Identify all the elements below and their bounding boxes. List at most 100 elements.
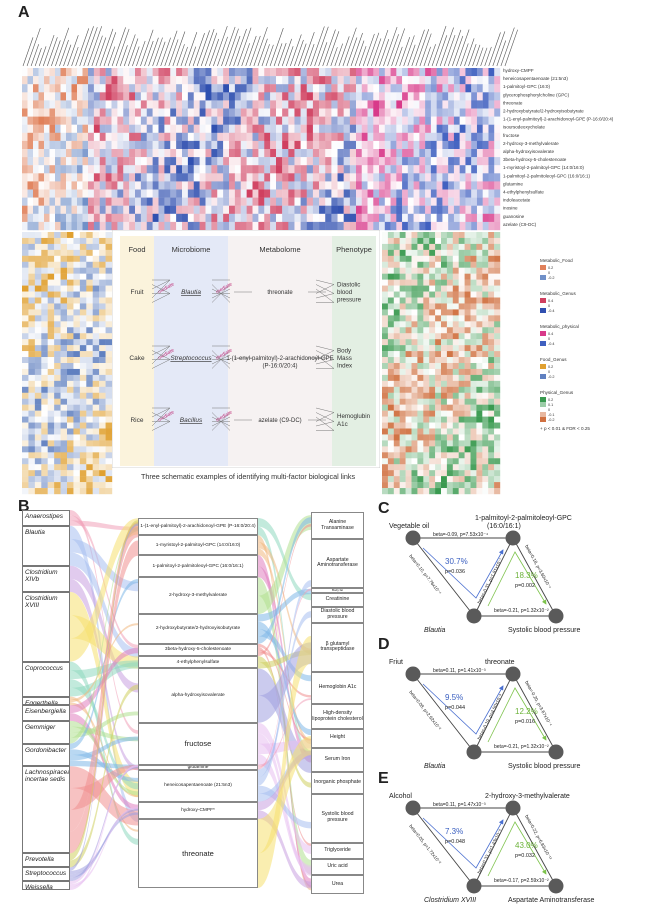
column-label-mark xyxy=(269,27,284,67)
heatmap-cell xyxy=(44,92,50,101)
heatmap-cell xyxy=(331,197,338,206)
heatmap-cell xyxy=(435,291,442,298)
heatmap-cell xyxy=(441,232,448,239)
heatmap-cell xyxy=(22,374,29,382)
heatmap-cell xyxy=(22,315,29,322)
heatmap-cell xyxy=(217,84,224,93)
heatmap-cell xyxy=(396,68,403,77)
heatmap-cell xyxy=(464,291,471,298)
heatmap-cell xyxy=(494,237,501,245)
heatmap-cell xyxy=(135,76,142,85)
heatmap-cell xyxy=(470,440,477,447)
heatmap-cell xyxy=(99,243,106,251)
legend-swatch xyxy=(540,270,546,275)
heatmap-cell xyxy=(34,261,42,268)
heatmap-cell xyxy=(470,291,477,298)
heatmap-cell xyxy=(435,261,442,268)
heatmap-cell xyxy=(396,140,403,150)
column-label-mark xyxy=(342,27,357,67)
heatmap-cell xyxy=(47,380,55,388)
heatmap-cell xyxy=(452,297,459,304)
heatmap-cell xyxy=(193,84,200,93)
sankey-flow xyxy=(70,806,138,888)
heatmap-cell xyxy=(494,458,501,465)
heatmap-cell xyxy=(55,108,61,117)
sankey-flow xyxy=(70,661,138,845)
heatmap-cell xyxy=(258,108,265,117)
heatmap-cell xyxy=(393,273,400,280)
heatmap-cell xyxy=(54,410,61,417)
heatmap-row-label: 3beta-hydroxy-5-cholestenoate xyxy=(503,157,567,162)
heatmap-cell xyxy=(234,165,241,174)
heatmap-cell xyxy=(429,386,436,393)
column-label-mark xyxy=(75,28,90,67)
heatmap-cell xyxy=(117,205,124,214)
heatmap-cell xyxy=(22,458,29,465)
heatmap-cell xyxy=(411,345,418,352)
heatmap-cell xyxy=(86,434,93,441)
heatmap-cell xyxy=(229,157,236,166)
heatmap-cell xyxy=(446,392,453,399)
heatmap-cell xyxy=(494,149,501,158)
heatmap-cell xyxy=(146,108,153,117)
heatmap-cell xyxy=(405,339,412,346)
heatmap-cell xyxy=(411,434,418,441)
heatmap-cell xyxy=(482,488,489,495)
heatmap-cell xyxy=(419,116,426,125)
heatmap-cell xyxy=(164,181,171,190)
heatmap-cell xyxy=(176,84,183,93)
heatmap-cell xyxy=(349,197,357,206)
column-label-mark xyxy=(261,44,270,67)
heatmap-cell xyxy=(356,140,362,150)
heatmap-cell xyxy=(435,309,442,316)
heatmap-cell xyxy=(476,464,483,471)
heatmap-cell xyxy=(459,100,466,109)
heatmap-cell xyxy=(471,173,478,182)
heatmap-cell xyxy=(325,124,332,133)
heatmap-cell xyxy=(60,440,68,447)
heatmap-cell xyxy=(470,458,477,465)
heatmap-cell xyxy=(442,84,449,93)
heatmap-cell xyxy=(452,351,459,358)
heatmap-cell xyxy=(99,368,106,376)
heatmap-cell xyxy=(331,140,338,150)
heatmap-cell xyxy=(93,68,100,77)
column-label-mark xyxy=(237,27,252,67)
heatmap-cell xyxy=(41,416,48,423)
heatmap-cell xyxy=(99,303,106,310)
heatmap-cell xyxy=(99,410,106,417)
heatmap-cell xyxy=(158,140,165,150)
heatmap-cell xyxy=(152,165,159,174)
heatmap-cell xyxy=(425,165,432,174)
heatmap-cell xyxy=(482,392,489,399)
heatmap-cell xyxy=(234,132,241,142)
heatmap-cell xyxy=(27,189,34,198)
heatmap-cell xyxy=(28,434,36,441)
heatmap-cell xyxy=(452,380,459,388)
heatmap-cell xyxy=(258,124,265,133)
heatmap-cell xyxy=(453,189,460,198)
heatmap-cell xyxy=(258,92,265,101)
heatmap-cell xyxy=(99,249,106,257)
column-label-mark xyxy=(419,33,432,67)
heatmap-cell xyxy=(411,452,418,459)
heatmap-cell xyxy=(41,363,48,370)
heatmap-cell xyxy=(86,488,93,495)
heatmap-cell xyxy=(367,173,374,182)
heatmap-cell xyxy=(306,140,314,150)
heatmap-cell xyxy=(246,157,253,166)
heatmap-cell xyxy=(417,464,424,471)
heatmap-cell xyxy=(34,357,42,364)
heatmap-cell xyxy=(99,157,106,166)
heatmap-cell xyxy=(417,327,424,334)
heatmap-cell xyxy=(393,476,400,483)
sankey-metabolite-node: 1-myristoyl-2-palmitoyl-GPC (14:0/16:0) xyxy=(138,535,258,555)
heatmap-cell xyxy=(476,205,483,214)
heatmap-cell xyxy=(22,273,29,280)
heatmap-cell xyxy=(38,149,45,158)
heatmap-cell xyxy=(60,345,68,352)
heatmap-cell xyxy=(71,124,78,133)
panel-e-label: E xyxy=(378,770,389,787)
heatmap-cell xyxy=(453,76,460,85)
heatmap-cell xyxy=(99,291,106,298)
